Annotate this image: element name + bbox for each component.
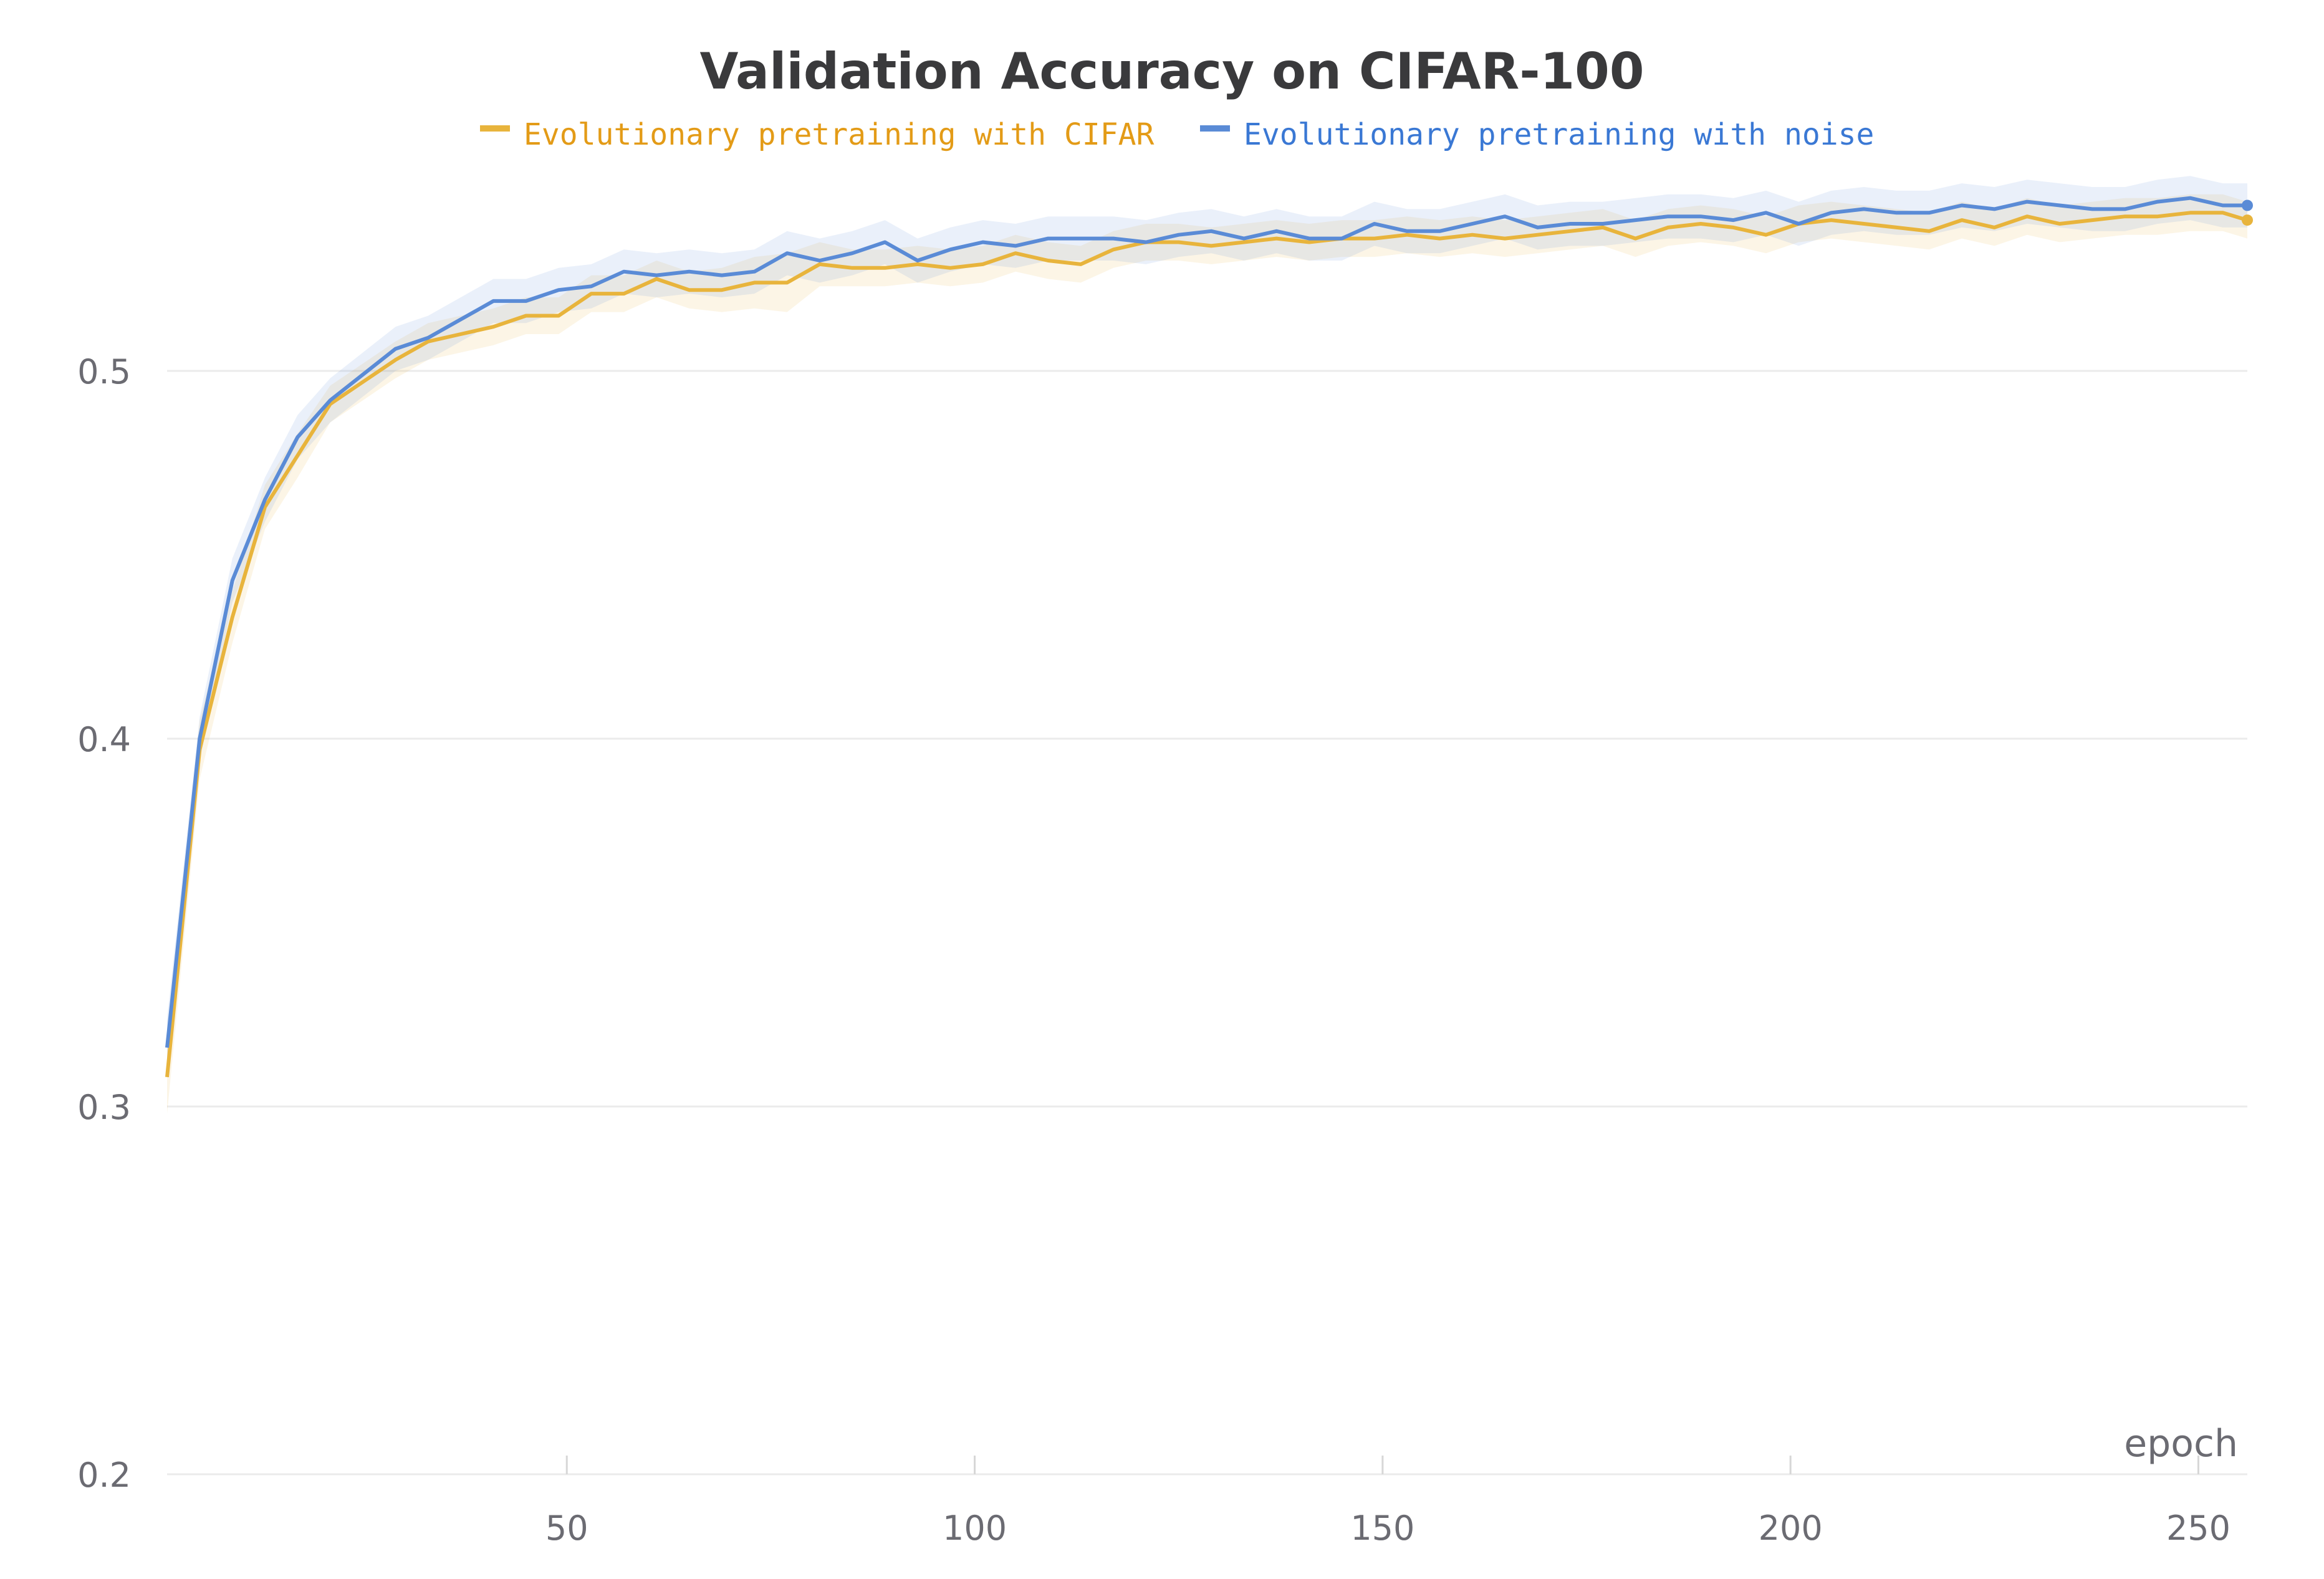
x-tick-label: 100 — [943, 1509, 1007, 1548]
chart-title: Validation Accuracy on CIFAR-100 — [699, 42, 1644, 100]
legend: Evolutionary pretraining with CIFAR Evolu… — [480, 117, 1874, 152]
x-tick-label: 250 — [2166, 1509, 2230, 1548]
series-line-1 — [165, 196, 2247, 1048]
series-line-0 — [165, 211, 2248, 1078]
y-axis: 0.2 0.3 0.4 0.5 — [77, 352, 131, 1495]
y-tick-label: 0.4 — [77, 720, 131, 759]
y-tick-label: 0.2 — [77, 1456, 131, 1495]
x-axis-title: epoch — [2124, 1422, 2238, 1466]
grid — [167, 370, 2247, 1476]
x-axis: 50 100 150 200 250 — [545, 1456, 2230, 1548]
confidence-bands — [167, 176, 2247, 1114]
x-tick-label: 150 — [1350, 1509, 1414, 1548]
series-band-0 — [167, 194, 2247, 1114]
series-lines — [165, 196, 2253, 1078]
x-tick-label: 200 — [1759, 1509, 1823, 1548]
legend-label-0: Evolutionary pretraining with CIFAR — [524, 117, 1155, 152]
legend-label-1: Evolutionary pretraining with noise — [1244, 117, 1874, 152]
y-tick-label: 0.3 — [77, 1088, 131, 1127]
y-tick-label: 0.5 — [77, 352, 131, 391]
x-tick-label: 50 — [545, 1509, 588, 1548]
series-end-point-0 — [2242, 214, 2253, 226]
series-end-point-1 — [2242, 199, 2253, 211]
